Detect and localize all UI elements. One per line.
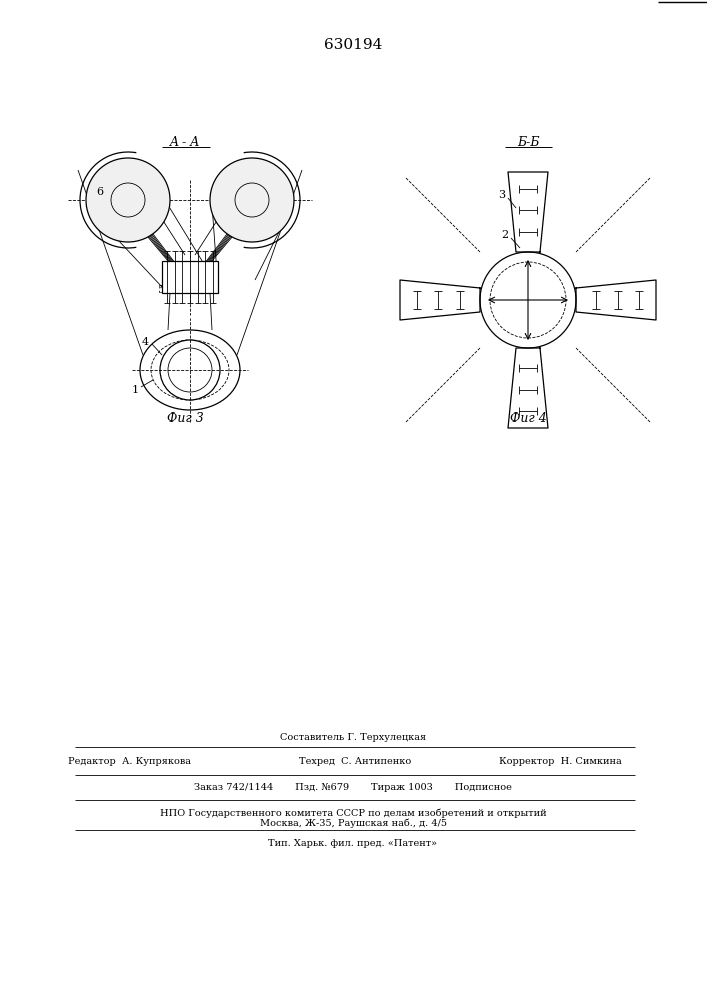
- Polygon shape: [508, 172, 548, 252]
- Text: Москва, Ж-35, Раушская наб., д. 4/5: Москва, Ж-35, Раушская наб., д. 4/5: [259, 818, 447, 828]
- Text: Фиг 4: Фиг 4: [510, 412, 547, 424]
- Polygon shape: [576, 280, 656, 320]
- Circle shape: [210, 158, 294, 242]
- Text: НПО Государственного комитета СССР по делам изобретений и открытий: НПО Государственного комитета СССР по де…: [160, 808, 547, 818]
- Text: Тип. Харьк. фил. пред. «Патент»: Тип. Харьк. фил. пред. «Патент»: [269, 838, 438, 848]
- Text: 6: 6: [96, 187, 103, 197]
- Text: 4: 4: [141, 337, 148, 347]
- Circle shape: [160, 340, 220, 400]
- Polygon shape: [400, 280, 480, 320]
- Text: Редактор  А. Купрякова: Редактор А. Купрякова: [69, 756, 192, 766]
- Text: Заказ 742/1144       Пзд. №679       Тираж 1003       Подписное: Заказ 742/1144 Пзд. №679 Тираж 1003 Подп…: [194, 784, 512, 792]
- Text: Техред  С. Антипенко: Техред С. Антипенко: [299, 756, 411, 766]
- Text: Составитель Г. Терхулецкая: Составитель Г. Терхулецкая: [280, 732, 426, 742]
- Circle shape: [86, 158, 170, 242]
- Text: 630194: 630194: [324, 38, 382, 52]
- Text: 1: 1: [132, 385, 139, 395]
- Polygon shape: [508, 348, 548, 428]
- Text: Фиг 3: Фиг 3: [167, 412, 204, 424]
- Text: 5: 5: [158, 285, 165, 295]
- Circle shape: [480, 252, 576, 348]
- Bar: [162, 261, 218, 293]
- Ellipse shape: [140, 330, 240, 410]
- Text: Корректор  Н. Симкина: Корректор Н. Симкина: [498, 756, 621, 766]
- Text: 2: 2: [501, 230, 508, 240]
- Text: A - A: A - A: [170, 135, 200, 148]
- Text: 3: 3: [498, 190, 506, 200]
- Text: Б-Б: Б-Б: [517, 135, 539, 148]
